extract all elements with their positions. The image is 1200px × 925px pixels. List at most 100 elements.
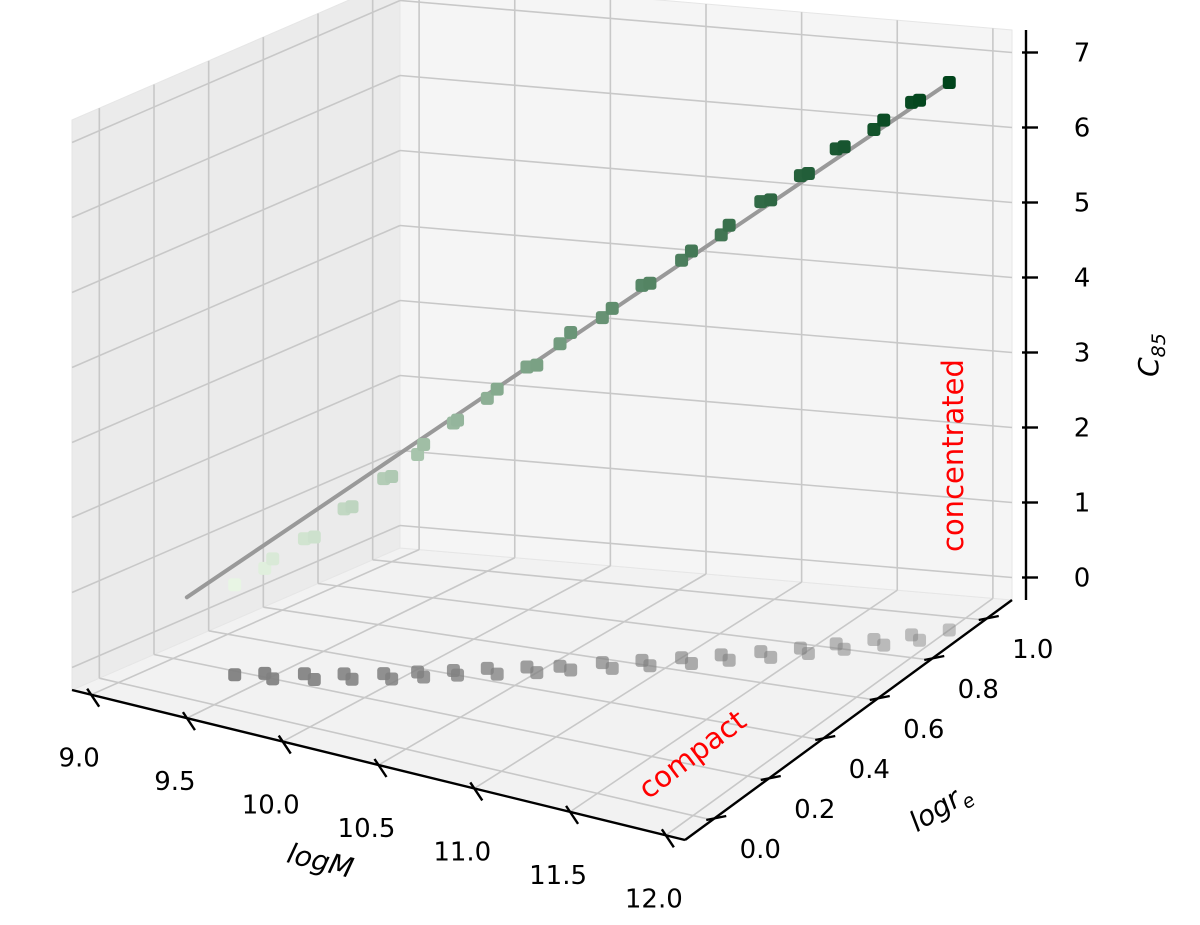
grid-z-left [71, 524, 401, 669]
grid-x-floor [473, 581, 803, 790]
grid-x-floor [90, 548, 420, 696]
data-point [228, 578, 242, 592]
grid-y-floor [263, 606, 876, 701]
fit-line [184, 80, 952, 600]
z-tick-label: 7 [1074, 39, 1091, 69]
data-point [411, 447, 425, 461]
projection-points [228, 623, 956, 687]
x-tick-label: 11.0 [433, 837, 491, 867]
data-point [801, 167, 815, 181]
grid-z-back [399, 0, 1013, 54]
x-tick-mark [660, 828, 675, 848]
y-tick-mark [760, 774, 781, 782]
grid-x-floor [186, 557, 516, 719]
y-tick-mark [869, 694, 890, 702]
data-point [520, 360, 534, 374]
data-point [266, 552, 280, 566]
data-point [490, 382, 504, 396]
projection-point [385, 672, 399, 686]
y-tick-label: 0.4 [849, 755, 890, 785]
annotation-concentrated: concentrated [936, 359, 970, 552]
y-tick-label: 0.0 [740, 835, 781, 865]
y-tick-label: 1.0 [1012, 635, 1053, 665]
projection-point [266, 672, 280, 686]
data-point [714, 228, 728, 242]
projection-point [564, 663, 578, 677]
z-tick-label: 3 [1074, 339, 1091, 369]
grid-x-floor [665, 597, 994, 836]
data-point [867, 122, 881, 136]
projection-point [877, 638, 891, 652]
y-axis-line [684, 599, 1013, 841]
fit-line-group [184, 80, 952, 600]
data-point [722, 218, 736, 232]
data-point [754, 195, 768, 209]
grid-z-left [71, 74, 401, 219]
grid-z-left [71, 374, 401, 519]
data-points [228, 75, 956, 592]
x-tick-mark [277, 734, 292, 755]
projection-point [307, 673, 321, 687]
grid-z-back [399, 524, 1013, 579]
data-point [605, 301, 619, 315]
projection-point [801, 647, 815, 661]
grid-z-left [71, 299, 401, 444]
y-axis-label: logre [903, 775, 979, 842]
projection-point [297, 667, 311, 681]
y-tick-mark [978, 614, 999, 622]
data-point [451, 413, 465, 427]
y-tick-mark [815, 734, 836, 742]
data-point [553, 337, 567, 351]
grid-y-floor [317, 582, 931, 661]
x-tick-mark [373, 758, 388, 778]
tick-labels: 9.09.510.010.511.011.512.00.00.20.40.60.… [58, 39, 1090, 915]
grid-z-left [71, 449, 401, 594]
data-point [258, 561, 272, 575]
grid-y-floor [372, 559, 985, 621]
projection-point [913, 633, 927, 647]
projection-point [867, 632, 881, 646]
z-axis-label: C85 [1132, 333, 1170, 377]
data-point [345, 500, 359, 514]
data-point [764, 193, 778, 207]
grid-z-back [399, 149, 1013, 204]
data-point [837, 140, 851, 154]
x-tick-label: 9.5 [154, 767, 195, 797]
x-tick-mark [86, 688, 101, 708]
projection-point [643, 659, 657, 673]
x-tick-mark [565, 805, 580, 825]
x-tick-label: 10.0 [242, 791, 300, 821]
projection-point [530, 666, 544, 680]
z-tick-label: 0 [1074, 564, 1091, 594]
projection-point [837, 642, 851, 656]
grid-z-left [71, 0, 401, 144]
data-point [877, 113, 891, 127]
x-tick-label: 9.0 [58, 744, 99, 774]
projection-point [451, 668, 465, 682]
z-tick-label: 2 [1074, 414, 1091, 444]
projection-point [480, 661, 494, 675]
grid-z-back [399, 74, 1013, 129]
grid-z-left [71, 224, 401, 369]
data-point [417, 438, 431, 452]
z-tick-label: 5 [1074, 189, 1091, 219]
grid-y-floor [153, 653, 767, 781]
projection-point [675, 651, 689, 665]
grid-y-floor [208, 630, 822, 741]
data-point [942, 75, 956, 89]
z-axis-label-sub: 85 [1148, 333, 1170, 357]
projection-point [228, 668, 242, 682]
grid-x-floor [282, 565, 611, 743]
projection-point [520, 660, 534, 674]
z-tick-label: 6 [1074, 114, 1091, 144]
y-tick-label: 0.2 [794, 795, 835, 825]
grid-x-floor [569, 589, 898, 813]
data-point [385, 469, 399, 483]
y-tick-mark [706, 814, 727, 822]
data-point [307, 530, 321, 544]
projection-point [553, 659, 567, 673]
z-axis-label-main: C [1132, 357, 1165, 377]
projection-point [764, 650, 778, 664]
projection-point [722, 653, 736, 667]
projection-point [605, 661, 619, 675]
